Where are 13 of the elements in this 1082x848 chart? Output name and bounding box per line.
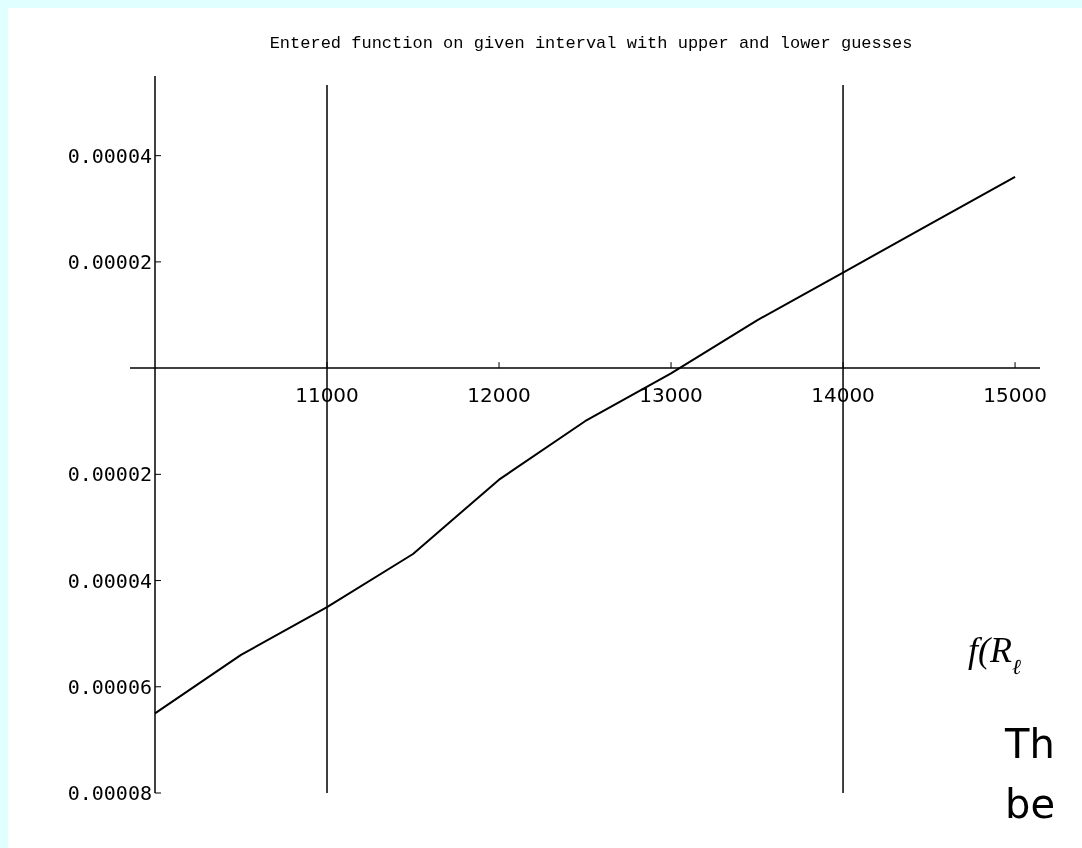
y-tick-label: 0.00002 [67, 462, 152, 487]
annotation: Th [1004, 721, 1055, 767]
y-tick-label: 0.00002 [67, 249, 152, 274]
x-tick-label: 13000 [639, 383, 703, 408]
y-tick-label: 0.00004 [67, 143, 152, 168]
annotation: be [1005, 781, 1055, 827]
annotation: f(R$_{ℓ}$ [968, 630, 1021, 679]
y-tick-label: 0.00008 [67, 781, 152, 805]
y-tick-label: 0.00004 [67, 568, 152, 593]
x-tick-label: 15000 [983, 383, 1047, 408]
chart-title: Entered function on given interval with upper and lower guesses [269, 34, 913, 53]
y-tick-label: 0.00006 [67, 674, 152, 699]
x-tick-label: 12000 [467, 383, 531, 408]
